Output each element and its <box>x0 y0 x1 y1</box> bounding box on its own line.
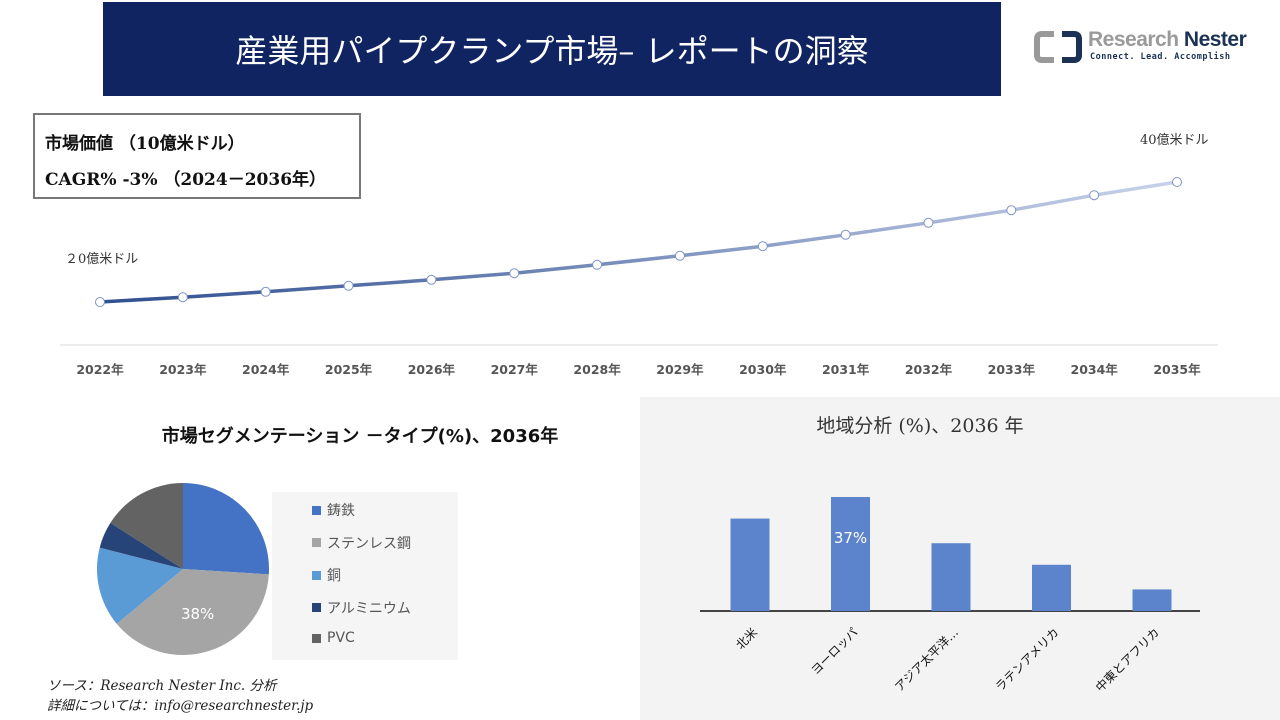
logo-icon <box>1034 31 1082 63</box>
bar <box>1132 589 1172 611</box>
legend-swatch <box>312 633 321 643</box>
pie-slice <box>110 483 183 569</box>
x-tick-label: 2023年 <box>159 362 207 377</box>
x-tick-label: 2027年 <box>491 362 539 377</box>
data-point <box>509 268 520 279</box>
series-line <box>99 180 1178 304</box>
bar-chart: 北米 37% ヨーロッパ アジア太平洋… ラテンアメリカ 中東とアフリカ <box>700 497 1200 695</box>
pie-slice <box>183 483 269 575</box>
x-tick-label: 2028年 <box>573 362 621 377</box>
pie-chart: 38% <box>97 483 269 655</box>
legend-swatch <box>312 538 321 547</box>
data-point <box>840 229 851 240</box>
data-point <box>1006 205 1017 216</box>
region-panel: 地域分析 (%)、2036 年 北米 37% ヨーロッパ アジア太平洋… ラテンアメリカ… <box>640 397 1280 720</box>
pie-data-label: 38% <box>181 605 214 623</box>
x-tick-label: アジア太平洋… <box>891 625 961 695</box>
data-point <box>1172 177 1182 187</box>
x-tick-label: 2022年 <box>76 362 124 377</box>
pie-slice <box>116 569 269 655</box>
x-tick-label: 2030年 <box>739 362 787 377</box>
source-note: ソース：Research Nester Inc. 分析 詳細については：info… <box>47 676 313 716</box>
data-point <box>95 297 105 307</box>
data-point <box>177 292 188 303</box>
x-tick-label: 中東とアフリカ <box>1092 625 1162 695</box>
x-tick-label: ラテンアメリカ <box>993 625 1062 694</box>
data-point <box>343 280 354 291</box>
legend-swatch <box>312 505 321 515</box>
legend-item: 銅 <box>312 565 341 585</box>
legend-item: PVC <box>312 630 355 646</box>
x-tick-label: 2033年 <box>988 362 1036 377</box>
legend-label: アルミニウム <box>327 600 411 617</box>
logo-name-1: Research <box>1088 28 1179 51</box>
x-tick-label: 2035年 <box>1153 362 1201 377</box>
bar <box>730 518 770 611</box>
page-title: 産業用パイプクランプ市場– レポートの洞察 <box>103 2 1001 96</box>
legend-label: 鋳鉄 <box>327 503 355 519</box>
pie-slice <box>99 522 183 569</box>
bar <box>831 497 870 611</box>
data-point <box>674 250 685 261</box>
logo-name-2: Nester <box>1183 28 1247 51</box>
bar-data-label: 37% <box>834 529 867 547</box>
x-tick-label: ヨーロッパ <box>808 625 860 677</box>
data-point <box>260 286 271 297</box>
data-point <box>1089 190 1100 201</box>
x-tick-label: 2034年 <box>1071 362 1119 377</box>
legend-label: 銅 <box>327 568 341 584</box>
x-tick-label: 2025年 <box>325 362 373 377</box>
data-point <box>757 241 768 252</box>
research-nester-logo: Research Nester Connect. Lead. Accomplis… <box>1032 28 1262 68</box>
legend-label: ステンレス鋼 <box>327 535 411 552</box>
contact-line: 詳細については：info@researchnester.jp <box>47 698 314 714</box>
bar <box>931 543 971 611</box>
legend-label: PVC <box>327 630 355 646</box>
bar <box>1032 564 1071 611</box>
pie-slice <box>97 547 183 624</box>
legend-item: アルミニウム <box>312 598 411 618</box>
pie-legend: 鋳鉄ステンレス鋼銅アルミニウム PVC <box>272 492 458 660</box>
start-annotation: ２0億米ドル <box>65 251 138 267</box>
end-annotation: 40億米ドル <box>1140 132 1209 148</box>
legend-swatch <box>312 570 321 580</box>
legend-item: ステンレス鋼 <box>312 533 411 553</box>
pie-title: 市場セグメンテーション －タイプ(%)、2036年 <box>161 426 559 447</box>
x-tick-label: 2032年 <box>905 362 953 377</box>
x-tick-label: 2026年 <box>408 362 456 377</box>
legend-swatch <box>312 603 321 612</box>
legend-item: 鋳鉄 <box>312 500 355 520</box>
data-point <box>426 274 437 285</box>
market-value-label: 市場価値 （10億米ドル） <box>45 134 245 154</box>
x-tick-label: 2029年 <box>656 362 704 377</box>
data-point <box>923 217 934 228</box>
x-tick-label: 2031年 <box>822 362 870 377</box>
market-info-box: 市場価値 （10億米ドル） CAGR% -3% （2024－2036年） <box>33 113 361 199</box>
logo-tagline: Connect. Lead. Accomplish <box>1090 52 1231 62</box>
source-line: ソース：Research Nester Inc. 分析 <box>47 678 277 694</box>
bar-title: 地域分析 (%)、2036 年 <box>816 415 1024 437</box>
x-tick-label: 2024年 <box>242 362 290 377</box>
line-chart: 2022年 2023年 2024年 2025年 2026年 2027年 2028年 2029年… <box>60 132 1218 377</box>
data-point <box>592 259 603 270</box>
cagr-label: CAGR% -3% （2024－2036年） <box>45 170 327 190</box>
x-tick-label: 北米 <box>733 625 760 652</box>
